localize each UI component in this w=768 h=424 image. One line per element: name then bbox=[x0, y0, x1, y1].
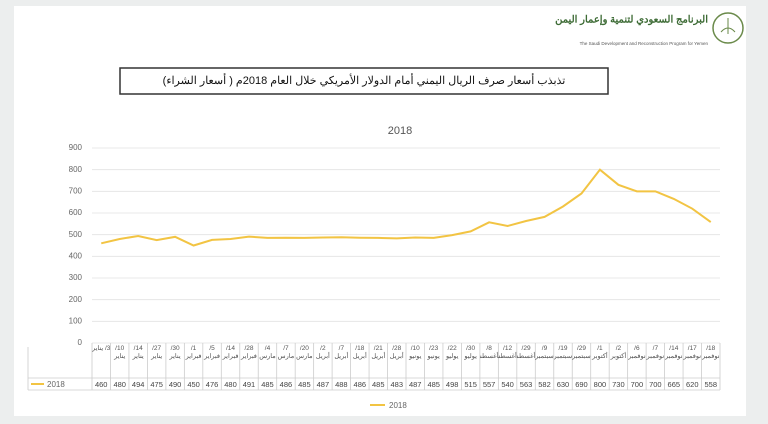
data-line bbox=[101, 168, 712, 247]
table-value: 476 bbox=[205, 380, 219, 389]
table-value: 485 bbox=[298, 380, 311, 389]
table-value: 486 bbox=[353, 380, 367, 389]
table-value: 485 bbox=[261, 380, 274, 389]
legend-label: 2018 bbox=[389, 401, 407, 410]
x-tick-label: 12/ أغسطس bbox=[498, 345, 517, 360]
table-value: 557 bbox=[482, 380, 496, 389]
table-value: 690 bbox=[575, 380, 588, 389]
x-tick-label: 5/ فبراير bbox=[204, 345, 220, 360]
table-value: 475 bbox=[150, 380, 163, 389]
x-tick-label: 9/ سبتمبر bbox=[535, 345, 554, 360]
x-tick-label: 28/ أبريل bbox=[389, 345, 404, 360]
x-tick-label: 29/ سبتمبر bbox=[572, 345, 591, 360]
x-tick-label: 22/ يوليو bbox=[445, 345, 459, 360]
table-value: 486 bbox=[279, 380, 293, 389]
table-value: 450 bbox=[187, 380, 200, 389]
x-tick-label: 18/ أبريل bbox=[352, 345, 367, 360]
table-value: 460 bbox=[94, 380, 108, 389]
logo-mark bbox=[720, 18, 736, 34]
table-value: 558 bbox=[704, 380, 717, 389]
table-value: 582 bbox=[538, 380, 551, 389]
table-series-name: 2018 bbox=[47, 380, 65, 389]
x-tick-label: 28/ فبراير bbox=[241, 345, 257, 360]
table-value: 700 bbox=[649, 380, 662, 389]
y-tick-label: 900 bbox=[69, 143, 83, 152]
table-value: 491 bbox=[242, 380, 256, 389]
x-tick-label: 23/ يونيو bbox=[427, 345, 440, 360]
x-tick-label: 18/ نوفمبر bbox=[701, 345, 720, 360]
x-tick-label: 1/ فبراير bbox=[185, 345, 202, 360]
x-tick-label: 21/ أبريل bbox=[371, 345, 386, 360]
table-value: 480 bbox=[113, 380, 126, 389]
table-value: 483 bbox=[390, 380, 403, 389]
y-tick-label: 100 bbox=[69, 316, 83, 325]
logo bbox=[712, 12, 744, 44]
x-tick-label: 2/ أبريل bbox=[315, 345, 330, 360]
table-value: 490 bbox=[168, 380, 182, 389]
x-tick-label: 14/ فبراير bbox=[222, 345, 239, 360]
table-value: 540 bbox=[501, 380, 514, 389]
table-value: 630 bbox=[556, 380, 570, 389]
x-tick-label: 27/ يناير bbox=[151, 345, 163, 360]
table-value: 480 bbox=[224, 380, 237, 389]
x-tick-label: 3/ يناير bbox=[92, 345, 111, 352]
table-value: 515 bbox=[464, 380, 477, 389]
table-value: 700 bbox=[630, 380, 644, 389]
x-tick-label: 7/ مارس bbox=[277, 345, 295, 360]
x-tick-label: 6/ نوفمبر bbox=[628, 345, 646, 360]
table-value: 730 bbox=[612, 380, 625, 389]
banner-title: تذبذب أسعار صرف الريال اليمني أمام الدول… bbox=[163, 73, 566, 87]
x-tick-label: 10/ يونيو bbox=[409, 345, 422, 360]
x-tick-label: 10/ يناير bbox=[114, 345, 126, 360]
x-tick-label: 30/ يوليو bbox=[464, 345, 477, 360]
table-value: 665 bbox=[667, 380, 681, 389]
table-value: 800 bbox=[593, 380, 607, 389]
table-value: 485 bbox=[372, 380, 385, 389]
table-value: 494 bbox=[131, 380, 145, 389]
org-name-ar: البرنامج السعودي لتنمية وإعمار اليمن bbox=[555, 15, 708, 26]
table-value: 485 bbox=[427, 380, 440, 389]
x-tick-label: 1/ أكتوبر bbox=[592, 345, 608, 360]
x-tick-label: 20/ مارس bbox=[296, 345, 313, 360]
x-tick-label: 7/ نوفمبر bbox=[646, 345, 665, 360]
table-value: 620 bbox=[686, 380, 699, 389]
y-tick-label: 800 bbox=[69, 165, 83, 174]
x-tick-label: 30/ يناير bbox=[169, 345, 181, 360]
table-value: 498 bbox=[445, 380, 459, 389]
x-tick-label: 29/ أغسطس bbox=[517, 345, 536, 360]
y-tick-label: 200 bbox=[69, 295, 83, 304]
table-value: 487 bbox=[408, 380, 422, 389]
table-value: 563 bbox=[519, 380, 533, 389]
y-tick-label: 400 bbox=[69, 251, 83, 260]
table-value: 487 bbox=[316, 380, 330, 389]
x-tick-label: 4/ مارس bbox=[259, 345, 276, 360]
y-tick-label: 0 bbox=[78, 338, 83, 347]
x-tick-label: 17/ نوفمبر bbox=[683, 345, 702, 360]
org-name-en: The Saudi Development and Reconstruction… bbox=[580, 41, 709, 46]
y-tick-label: 500 bbox=[69, 230, 83, 239]
y-tick-label: 700 bbox=[69, 186, 83, 195]
y-tick-label: 600 bbox=[69, 208, 83, 217]
x-tick-label: 2/ أكتوبر bbox=[610, 345, 627, 360]
x-tick-label: 19/ سبتمبر bbox=[553, 345, 573, 360]
x-tick-label: 14/ يناير bbox=[132, 345, 144, 360]
banner-box bbox=[119, 67, 609, 95]
y-tick-label: 300 bbox=[69, 273, 83, 282]
x-tick-label: 14/ نوفمبر bbox=[665, 345, 683, 360]
x-tick-label: 7/ أبريل bbox=[334, 345, 349, 360]
table-value: 488 bbox=[335, 380, 348, 389]
chart-title: 2018 bbox=[388, 125, 412, 137]
x-tick-label: 8/ أغسطس bbox=[480, 345, 499, 360]
